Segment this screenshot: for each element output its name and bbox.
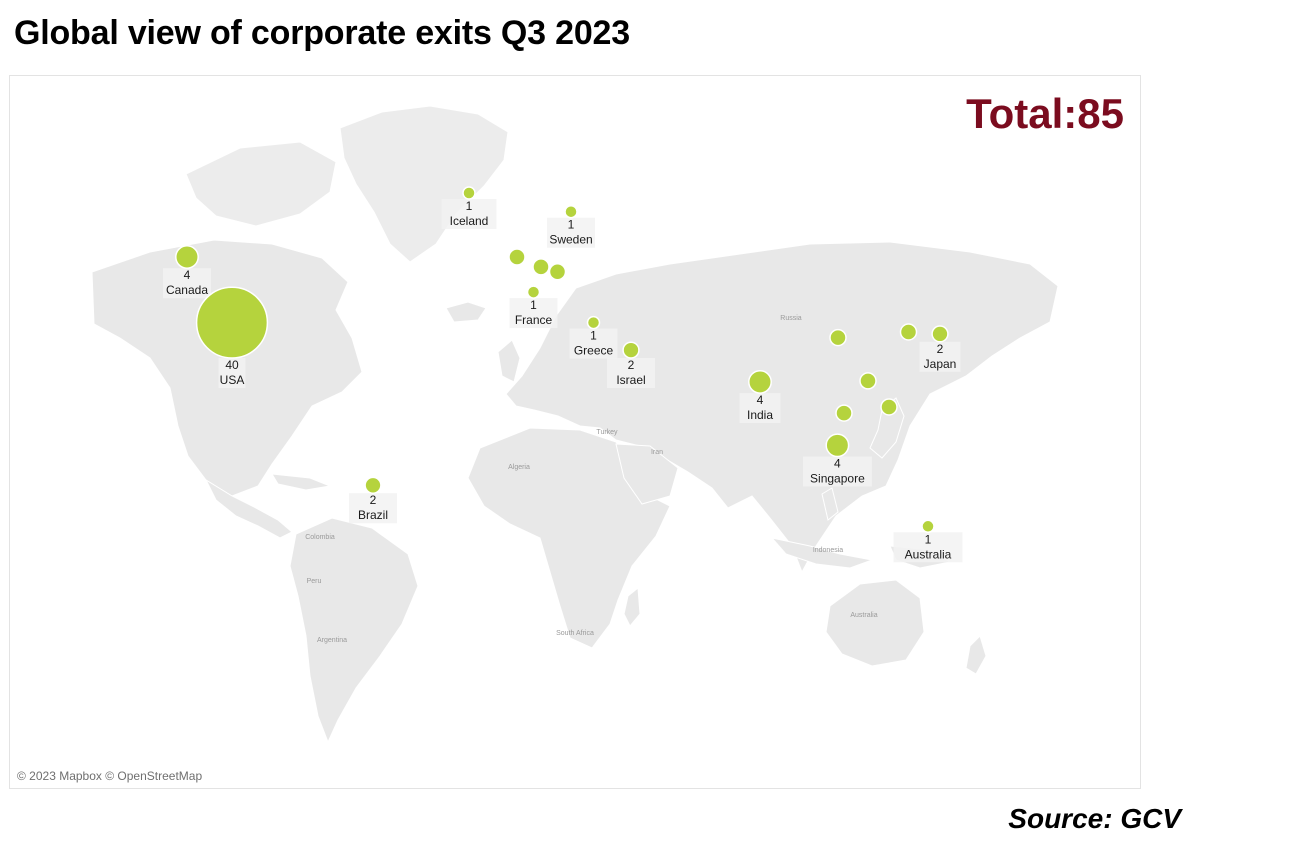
land-iceland bbox=[445, 301, 487, 323]
label-bg-japan bbox=[919, 341, 961, 372]
bubble-iceland[interactable] bbox=[462, 186, 476, 200]
land-central-america bbox=[204, 478, 293, 539]
country-label-singapore: Singapore bbox=[810, 472, 865, 486]
value-label-brazil: 2 bbox=[370, 493, 377, 507]
world-map[interactable]: Russia Turkey Algeria Iran Colombia Peru… bbox=[9, 75, 1141, 789]
bubble-india[interactable] bbox=[748, 369, 772, 394]
label-bg-israel bbox=[607, 358, 655, 388]
land-madagascar bbox=[623, 587, 641, 627]
land-arctic-islands bbox=[185, 141, 337, 227]
place-australia: Australia bbox=[850, 612, 877, 619]
country-label-israel: Israel bbox=[616, 373, 645, 387]
value-label-greece: 1 bbox=[590, 329, 597, 343]
place-russia: Russia bbox=[780, 315, 802, 322]
value-label-israel: 2 bbox=[628, 358, 635, 372]
basemap-place-names: Russia Turkey Algeria Iran Colombia Peru… bbox=[305, 315, 878, 644]
map-attribution[interactable]: © 2023 Mapbox © OpenStreetMap bbox=[17, 769, 203, 783]
country-label-iceland: Iceland bbox=[450, 214, 489, 228]
land-caribbean bbox=[271, 473, 332, 491]
value-label-canada: 4 bbox=[184, 268, 191, 282]
bubble-usa[interactable] bbox=[195, 286, 269, 359]
bubble-unlabeled-19[interactable] bbox=[880, 398, 898, 416]
land-greenland bbox=[339, 105, 509, 263]
label-bg-greece bbox=[569, 328, 618, 359]
country-label-greece: Greece bbox=[574, 344, 614, 358]
bubble-unlabeled-17[interactable] bbox=[859, 372, 877, 390]
bubble-unlabeled-13[interactable] bbox=[532, 258, 550, 276]
country-label-australia: Australia bbox=[905, 547, 952, 561]
value-label-iceland: 1 bbox=[466, 199, 473, 213]
country-label-france: France bbox=[515, 313, 553, 327]
bubble-sweden[interactable] bbox=[564, 204, 578, 219]
label-bg-canada bbox=[163, 268, 211, 299]
basemap-land bbox=[91, 105, 1059, 744]
place-south-africa: South Africa bbox=[556, 630, 594, 637]
bubble-unlabeled-12[interactable] bbox=[508, 248, 526, 266]
bubble-unlabeled-18[interactable] bbox=[835, 404, 853, 422]
label-bg-sweden bbox=[547, 217, 595, 248]
value-label-australia: 1 bbox=[925, 532, 932, 546]
land-arabia bbox=[615, 443, 679, 505]
place-indonesia: Indonesia bbox=[813, 547, 843, 554]
country-label-sweden: Sweden bbox=[549, 233, 592, 247]
source-note: Source: GCV bbox=[1008, 803, 1181, 834]
land-eurasia bbox=[505, 241, 1059, 574]
country-label-usa: USA bbox=[220, 373, 245, 387]
bubble-australia[interactable] bbox=[921, 519, 935, 534]
value-label-usa: 40 bbox=[225, 358, 239, 372]
place-algeria: Algeria bbox=[508, 464, 530, 471]
map-canvas[interactable]: Russia Turkey Algeria Iran Colombia Peru… bbox=[10, 76, 1140, 788]
country-label-india: India bbox=[747, 408, 773, 422]
place-colombia: Colombia bbox=[305, 534, 335, 541]
place-iran: Iran bbox=[651, 449, 663, 456]
value-label-singapore: 4 bbox=[834, 457, 841, 471]
bubble-unlabeled-15[interactable] bbox=[829, 328, 847, 347]
label-bg-france bbox=[509, 298, 558, 329]
bubble-canada[interactable] bbox=[175, 245, 199, 269]
land-uk bbox=[497, 339, 521, 383]
country-label-japan: Japan bbox=[924, 357, 957, 371]
label-bg-usa bbox=[218, 358, 246, 388]
bubble-unlabeled-14[interactable] bbox=[548, 262, 567, 281]
label-bg-brazil bbox=[349, 493, 397, 524]
land-indonesia bbox=[770, 537, 874, 569]
place-argentina: Argentina bbox=[317, 637, 347, 644]
country-label-brazil: Brazil bbox=[358, 508, 388, 522]
label-bg-australia bbox=[893, 532, 963, 563]
label-bg-india bbox=[739, 393, 781, 424]
bubble-israel[interactable] bbox=[622, 341, 640, 359]
land-new-zealand bbox=[965, 635, 987, 675]
place-turkey: Turkey bbox=[596, 429, 618, 436]
value-label-france: 1 bbox=[530, 298, 537, 312]
chart-title: Global view of corporate exits Q3 2023 bbox=[14, 14, 630, 52]
bubble-france[interactable] bbox=[526, 285, 541, 299]
value-label-sweden: 1 bbox=[568, 218, 575, 232]
label-bg-iceland bbox=[441, 199, 497, 229]
bubbles[interactable] bbox=[175, 186, 949, 534]
land-south-america bbox=[289, 517, 419, 744]
value-label-japan: 2 bbox=[937, 342, 944, 356]
country-label-canada: Canada bbox=[166, 283, 208, 297]
bubble-greece[interactable] bbox=[586, 315, 601, 330]
land-australia bbox=[825, 579, 925, 667]
bubble-japan[interactable] bbox=[931, 325, 949, 343]
place-peru: Peru bbox=[307, 578, 322, 585]
land-philippines bbox=[821, 487, 839, 521]
total-count: Total:85 bbox=[966, 90, 1124, 137]
bubble-unlabeled-16[interactable] bbox=[899, 323, 918, 341]
value-label-india: 4 bbox=[757, 393, 764, 407]
land-japan bbox=[869, 397, 905, 459]
bubble-brazil[interactable] bbox=[364, 476, 382, 494]
bubble-singapore[interactable] bbox=[825, 433, 850, 458]
label-bg-singapore bbox=[802, 456, 872, 487]
